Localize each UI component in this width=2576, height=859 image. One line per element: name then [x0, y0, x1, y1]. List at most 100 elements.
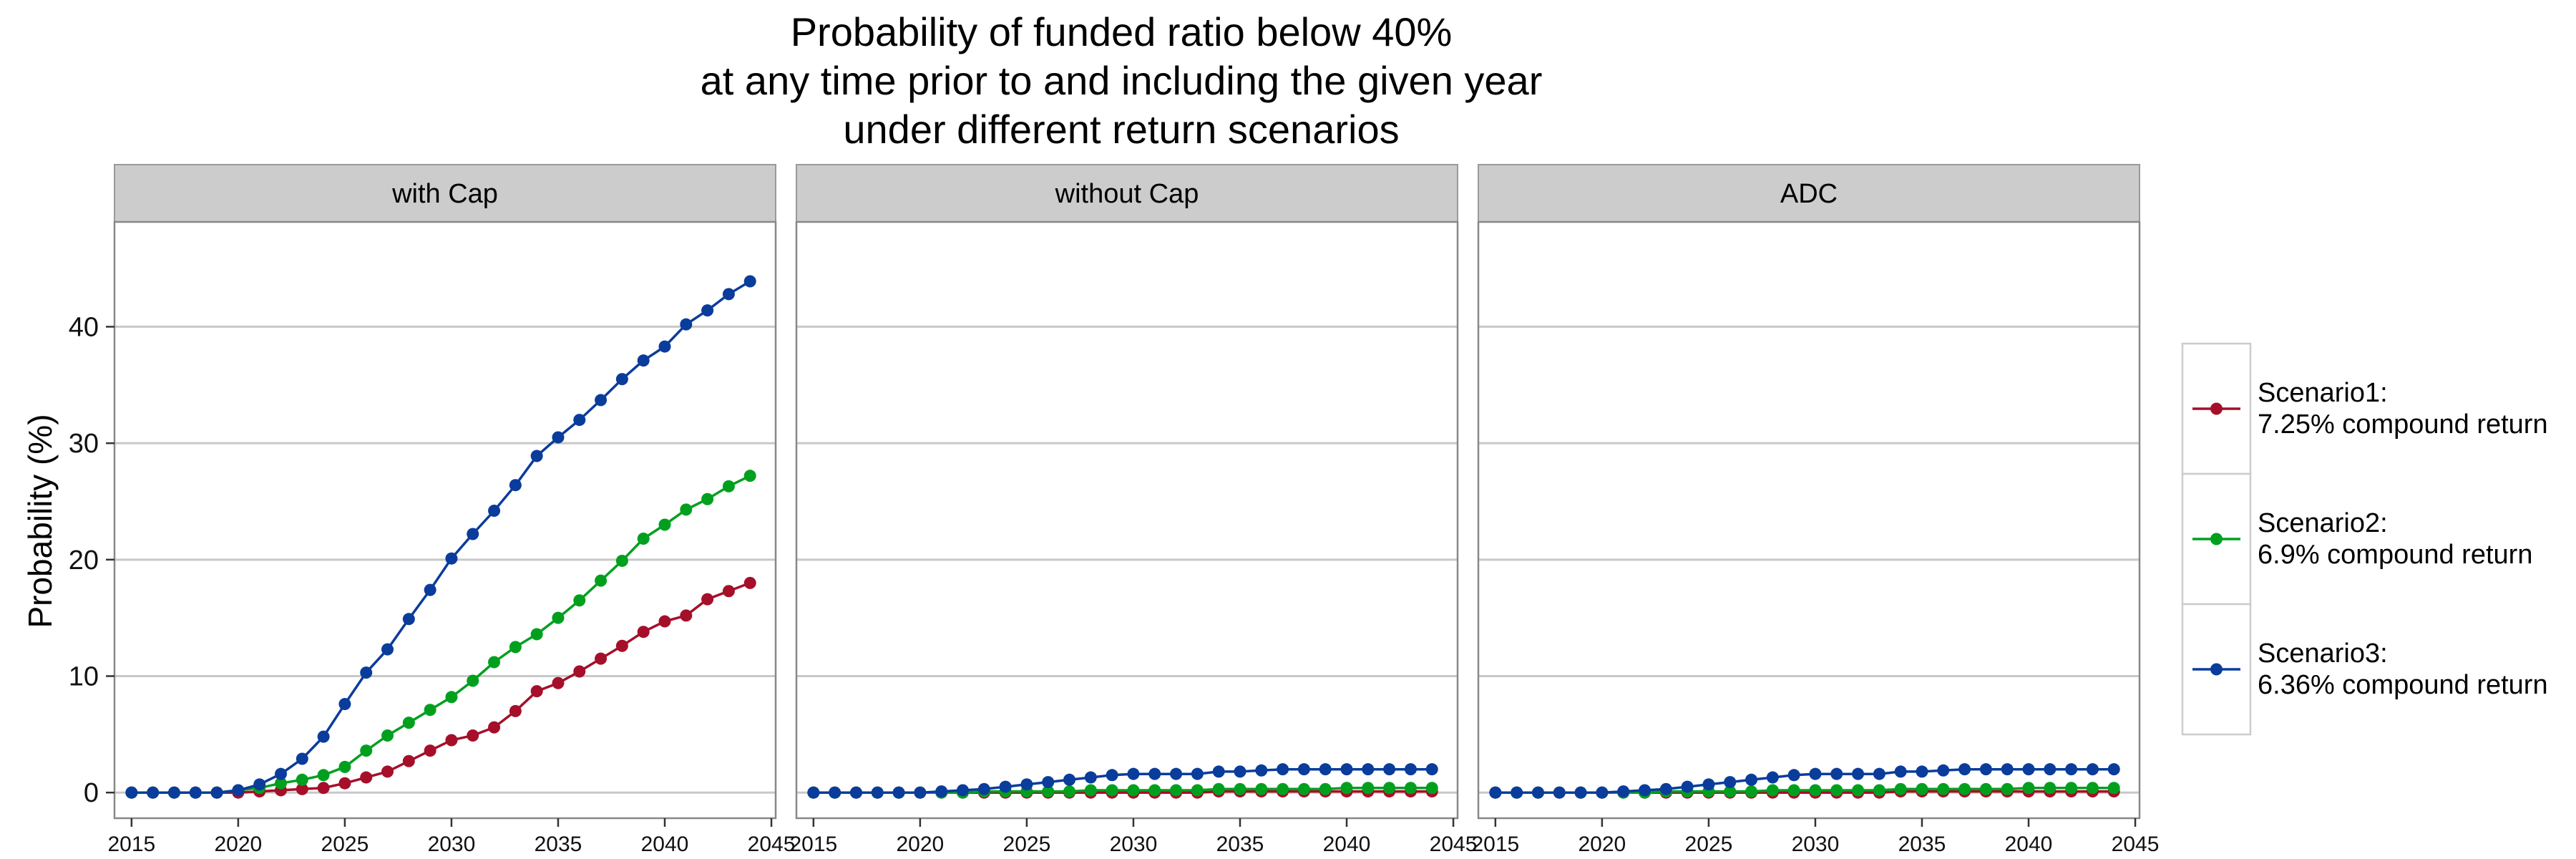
- data-point: [1042, 785, 1055, 798]
- data-point: [637, 354, 650, 367]
- data-point: [1042, 776, 1055, 789]
- facet-strip: [796, 164, 1458, 223]
- data-point: [2065, 782, 2078, 795]
- x-tick-label: 2025: [1003, 833, 1051, 856]
- legend-item-3: Scenario3:6.36% compound return: [2181, 603, 2548, 736]
- data-point: [2065, 763, 2078, 776]
- data-point: [1191, 784, 1204, 797]
- data-point: [2022, 763, 2035, 776]
- data-point: [701, 593, 714, 606]
- data-point: [977, 782, 990, 795]
- data-point: [509, 704, 522, 717]
- data-point: [1830, 767, 1843, 780]
- data-point: [573, 414, 586, 427]
- data-point: [1191, 767, 1204, 780]
- x-tick-label: 2020: [1579, 833, 1626, 856]
- data-point: [232, 784, 245, 797]
- data-point: [445, 691, 458, 704]
- panel-border: [1477, 220, 2141, 820]
- legend-label: 6.36% compound return: [2258, 670, 2548, 700]
- data-point: [317, 730, 330, 743]
- data-point: [338, 760, 351, 773]
- data-point: [1063, 785, 1076, 798]
- data-point: [935, 785, 948, 798]
- data-point: [1617, 785, 1630, 798]
- data-point: [680, 318, 693, 331]
- facet-label: ADC: [1780, 179, 1838, 209]
- x-tick-label: 2045: [2112, 833, 2160, 856]
- data-point: [1127, 784, 1140, 797]
- legend-label: Scenario2:: [2258, 508, 2388, 538]
- data-point: [402, 613, 415, 626]
- data-point: [189, 786, 202, 799]
- data-point: [1404, 782, 1417, 795]
- data-point: [1574, 786, 1587, 799]
- data-point: [595, 652, 608, 665]
- data-point: [1383, 763, 1396, 776]
- data-point: [530, 685, 543, 698]
- data-point: [274, 777, 287, 790]
- data-point: [1063, 773, 1076, 786]
- data-point: [701, 304, 714, 317]
- title-line-1: Probability of funded ratio below 40%: [791, 9, 1453, 54]
- data-point: [1234, 765, 1246, 778]
- data-point: [317, 782, 330, 795]
- data-point: [1724, 776, 1737, 789]
- title-line-3: under different return scenarios: [843, 107, 1399, 152]
- x-tick-label: 2025: [321, 833, 369, 856]
- legend-label: Scenario1:: [2258, 378, 2388, 408]
- data-point: [1596, 786, 1609, 799]
- data-point: [1340, 782, 1353, 795]
- data-point: [1362, 763, 1375, 776]
- x-tick-label: 2030: [428, 833, 476, 856]
- data-point: [1958, 782, 1971, 795]
- data-point: [722, 480, 735, 492]
- data-point: [467, 674, 479, 687]
- title-line-2: at any time prior to and including the g…: [701, 58, 1543, 103]
- data-point: [360, 744, 373, 757]
- data-point: [956, 784, 969, 797]
- panel-border: [795, 220, 1459, 820]
- y-tick-label: 0: [84, 778, 99, 808]
- legend-label: Scenario3:: [2258, 639, 2388, 669]
- data-point: [1681, 780, 1694, 793]
- data-point: [743, 576, 756, 589]
- data-point: [1127, 767, 1140, 780]
- data-point: [1297, 763, 1310, 776]
- data-point: [1766, 771, 1779, 784]
- data-point: [1916, 782, 1928, 795]
- y-axis-label: Probability (%): [21, 414, 59, 628]
- data-point: [296, 752, 308, 765]
- data-point: [424, 744, 436, 757]
- x-tick-label: 2040: [2005, 833, 2053, 856]
- data-point: [530, 450, 543, 462]
- data-point: [360, 771, 373, 784]
- data-point: [1830, 784, 1843, 797]
- data-point: [210, 786, 223, 799]
- data-point: [147, 786, 160, 799]
- data-point: [338, 777, 351, 790]
- data-point: [296, 782, 308, 795]
- data-point: [253, 778, 266, 791]
- data-point: [2044, 782, 2057, 795]
- data-point: [2086, 763, 2099, 776]
- data-point: [1979, 782, 1992, 795]
- data-point: [1745, 785, 1758, 798]
- data-point: [1297, 782, 1310, 795]
- x-tick-label: 2015: [107, 833, 155, 856]
- data-point: [424, 704, 436, 717]
- data-point: [722, 585, 735, 598]
- data-point: [488, 721, 501, 734]
- data-point: [573, 665, 586, 678]
- data-point: [381, 729, 394, 742]
- data-point: [1362, 782, 1375, 795]
- legend-item-1: Scenario1:7.25% compound return: [2181, 342, 2548, 475]
- legend-label: 6.9% compound return: [2258, 540, 2532, 570]
- data-point: [2044, 763, 2057, 776]
- x-tick-label: 2040: [641, 833, 689, 856]
- data-point: [1979, 763, 1992, 776]
- data-point: [1425, 763, 1438, 776]
- data-point: [637, 533, 650, 545]
- data-point: [849, 786, 862, 799]
